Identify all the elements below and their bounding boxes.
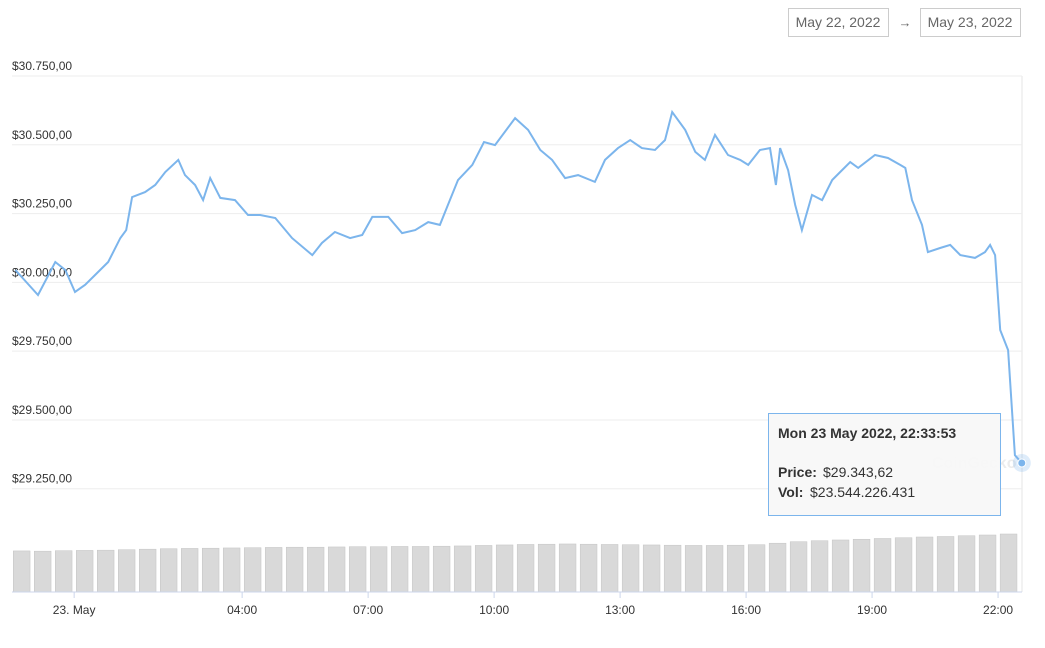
volume-bar bbox=[663, 544, 682, 593]
volume-bar bbox=[474, 545, 493, 593]
plot-area: $29.250,00 $29.500,00 $29.750,00 $30.000,00… bbox=[12, 59, 1031, 617]
volume-bar bbox=[747, 544, 766, 593]
volume-bar bbox=[957, 535, 976, 593]
volume-bar bbox=[348, 546, 367, 593]
y-tick-label: $29.500,00 bbox=[12, 403, 72, 417]
tooltip-title: Mon 23 May 2022, 22:33:53 bbox=[778, 425, 956, 441]
volume-bar bbox=[600, 544, 619, 593]
volume-bar bbox=[97, 549, 115, 593]
date-from-text[interactable]: May 22, 2022 bbox=[796, 14, 881, 30]
x-tick-label: 16:00 bbox=[731, 603, 761, 617]
volume-bar bbox=[894, 537, 913, 593]
volume-bar bbox=[138, 548, 157, 593]
volume-bar bbox=[432, 545, 451, 593]
volume-bar bbox=[159, 548, 178, 593]
x-tick-label: 13:00 bbox=[605, 603, 635, 617]
volume-bar bbox=[978, 534, 997, 593]
volume-bar bbox=[726, 544, 745, 593]
volume-bar bbox=[621, 544, 640, 593]
volume-bar bbox=[76, 550, 94, 593]
volume-bar bbox=[516, 544, 535, 593]
x-tick-label: 10:00 bbox=[479, 603, 509, 617]
date-from[interactable] bbox=[788, 8, 889, 37]
volume-bar bbox=[264, 547, 283, 593]
x-tick-label: 19:00 bbox=[857, 603, 887, 617]
volume-bar bbox=[390, 546, 409, 593]
volume-bar bbox=[201, 547, 220, 593]
volume-bar bbox=[579, 543, 598, 593]
date-to[interactable] bbox=[920, 8, 1021, 37]
volume-bar bbox=[831, 539, 850, 593]
date-to-text[interactable]: May 23, 2022 bbox=[928, 14, 1013, 30]
y-tick-label: $30.250,00 bbox=[12, 197, 72, 211]
volume-bar bbox=[55, 550, 73, 593]
volume-bar bbox=[306, 546, 325, 593]
volume-bar bbox=[684, 545, 703, 593]
volume-bar bbox=[768, 542, 787, 593]
volume-bar bbox=[222, 547, 241, 593]
volume-bar bbox=[537, 543, 556, 593]
tooltip-box bbox=[768, 413, 1001, 516]
y-tick-label: $30.500,00 bbox=[12, 128, 72, 142]
price-line bbox=[14, 109, 1023, 464]
x-tick-label: 04:00 bbox=[227, 603, 257, 617]
volume-bar bbox=[13, 550, 31, 593]
volume-bar bbox=[327, 546, 346, 593]
volume-bar bbox=[915, 536, 934, 593]
volume-bar bbox=[789, 541, 808, 593]
volume-bar bbox=[852, 538, 871, 593]
volume-bar bbox=[453, 545, 472, 593]
volume-bar bbox=[117, 549, 136, 593]
tooltip: Mon 23 May 2022, 22:33:53 Price: $29.343,6… bbox=[768, 413, 1001, 516]
volume-bar bbox=[34, 550, 52, 593]
hover-point bbox=[1017, 458, 1027, 468]
volume-bar bbox=[999, 533, 1018, 593]
y-tick-label: $30.000,00 bbox=[12, 265, 72, 279]
volume-bar bbox=[180, 548, 199, 593]
volume-bar bbox=[810, 540, 829, 593]
volume-bar bbox=[558, 543, 577, 593]
tooltip-price-label: Price: bbox=[778, 464, 817, 480]
tooltip-vol-label: Vol: bbox=[778, 484, 803, 500]
volume-bar bbox=[642, 544, 661, 593]
volume-bar bbox=[495, 544, 514, 593]
volume-bar bbox=[243, 547, 262, 593]
tooltip-vol: $23.544.226.431 bbox=[810, 484, 915, 500]
volume-bar bbox=[705, 545, 724, 593]
range-arrow: → bbox=[899, 15, 912, 30]
volume-bar bbox=[369, 546, 388, 593]
x-tick-label: 23. May bbox=[53, 603, 96, 617]
y-tick-label: $30.750,00 bbox=[12, 59, 72, 73]
x-tick-label: 07:00 bbox=[353, 603, 383, 617]
y-tick-label: $29.250,00 bbox=[12, 472, 72, 486]
tooltip-price: $29.343,62 bbox=[823, 464, 893, 480]
volume-bar bbox=[936, 536, 955, 593]
x-tick-label: 22:00 bbox=[983, 603, 1013, 617]
volume-bar bbox=[873, 538, 892, 593]
volume-bar bbox=[411, 546, 430, 593]
volume-bar bbox=[285, 546, 304, 593]
y-tick-label: $29.750,00 bbox=[12, 334, 72, 348]
